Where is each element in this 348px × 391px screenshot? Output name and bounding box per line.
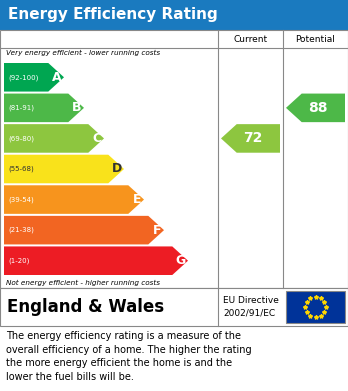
- Polygon shape: [286, 93, 345, 122]
- Polygon shape: [4, 216, 164, 244]
- Text: (39-54): (39-54): [8, 196, 34, 203]
- Text: (1-20): (1-20): [8, 257, 29, 264]
- Polygon shape: [4, 63, 64, 91]
- Bar: [286, 291, 345, 323]
- Text: A: A: [52, 71, 62, 84]
- Polygon shape: [4, 155, 124, 183]
- Text: EU Directive
2002/91/EC: EU Directive 2002/91/EC: [223, 296, 279, 318]
- Bar: [0, 0, 348, 30]
- Bar: [0, 288, 348, 326]
- Text: The energy efficiency rating is a measure of the
overall efficiency of a home. T: The energy efficiency rating is a measur…: [6, 331, 252, 382]
- Text: Potential: Potential: [295, 34, 335, 43]
- Polygon shape: [4, 93, 84, 122]
- Text: (92-100): (92-100): [8, 74, 38, 81]
- Polygon shape: [4, 185, 144, 214]
- Text: F: F: [153, 224, 161, 237]
- Text: 88: 88: [308, 101, 327, 115]
- Text: E: E: [133, 193, 142, 206]
- Text: C: C: [93, 132, 102, 145]
- Text: G: G: [175, 254, 185, 267]
- Text: B: B: [72, 101, 82, 114]
- Text: (69-80): (69-80): [8, 135, 34, 142]
- Text: (21-38): (21-38): [8, 227, 34, 233]
- Text: England & Wales: England & Wales: [7, 298, 164, 316]
- Text: Not energy efficient - higher running costs: Not energy efficient - higher running co…: [6, 280, 160, 286]
- Polygon shape: [4, 124, 104, 153]
- Text: 72: 72: [243, 131, 262, 145]
- Polygon shape: [4, 246, 188, 275]
- Bar: [0, 30, 348, 288]
- Text: Energy Efficiency Rating: Energy Efficiency Rating: [8, 7, 218, 23]
- Polygon shape: [221, 124, 280, 153]
- Text: (55-68): (55-68): [8, 166, 34, 172]
- Text: Very energy efficient - lower running costs: Very energy efficient - lower running co…: [6, 50, 160, 56]
- Text: Current: Current: [234, 34, 268, 43]
- Text: (81-91): (81-91): [8, 105, 34, 111]
- Text: D: D: [111, 163, 122, 176]
